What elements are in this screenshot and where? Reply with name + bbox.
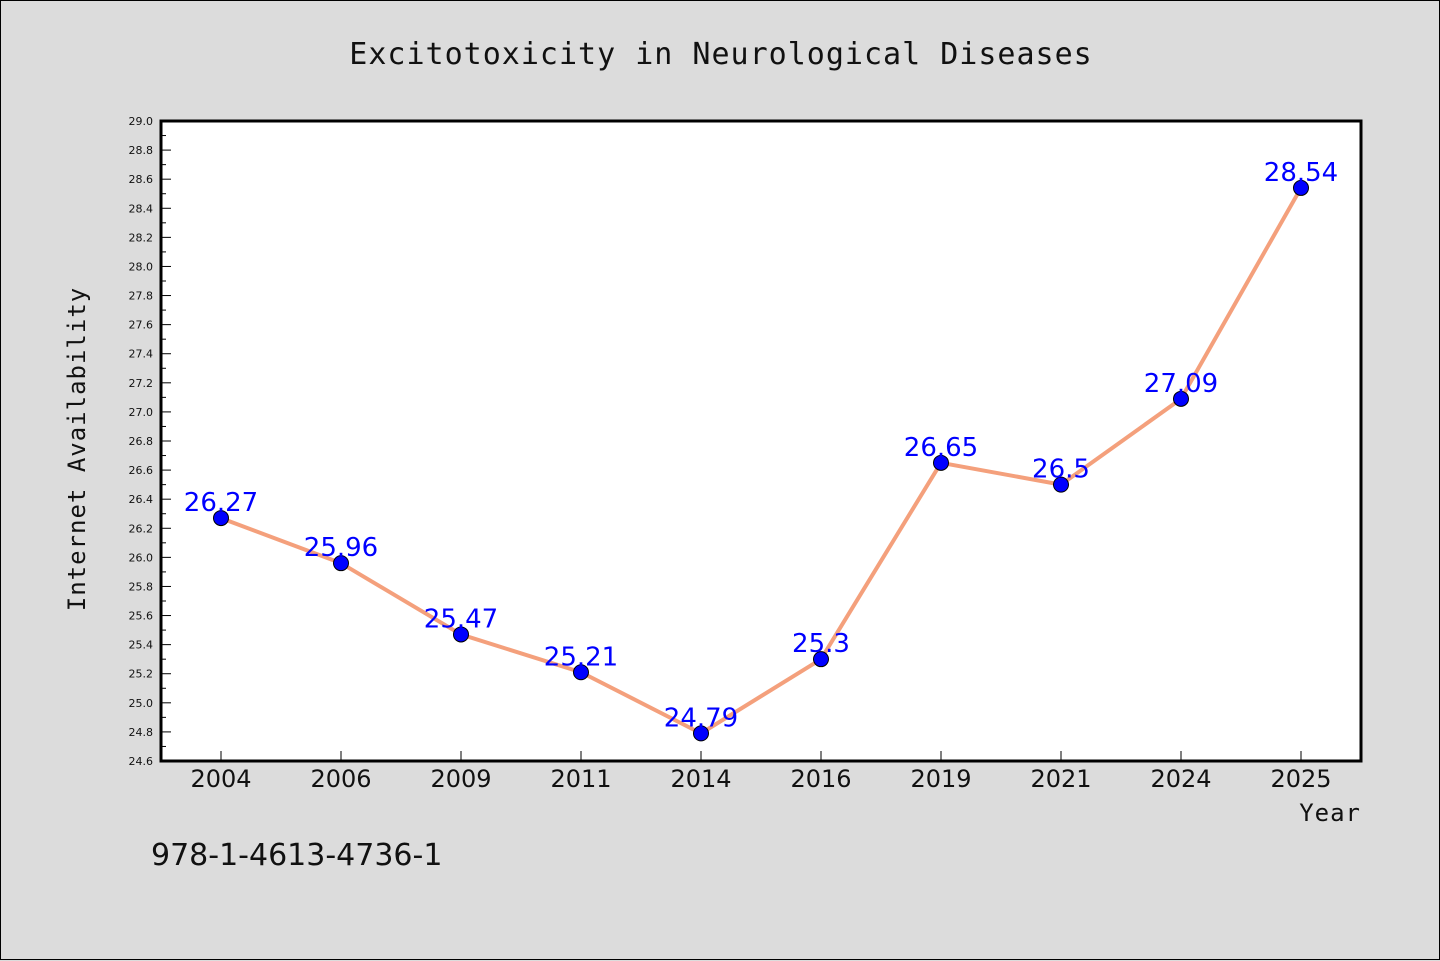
- y-tick-label: 27.4: [129, 348, 154, 361]
- data-label: 25.96: [304, 533, 378, 563]
- x-tick-label: 2024: [1150, 765, 1211, 793]
- series-line: [220, 186, 1303, 736]
- y-tick-label: 24.8: [129, 726, 154, 739]
- data-label: 24.79: [664, 703, 738, 733]
- y-tick-label: 25.6: [129, 610, 154, 623]
- series-layer: 26.27 25.96 25.47 25.21 24.79 25.3 26.65 26.5 27…: [184, 158, 1338, 742]
- y-tick-label: 27.0: [129, 406, 154, 419]
- y-tick-label: 25.0: [129, 697, 154, 710]
- y-tick-label: 28.6: [129, 173, 154, 186]
- y-tick-label: 28.0: [129, 260, 154, 273]
- y-axis: 24.6 24.8 25.0 25.2 25.4 25.6 25.8 26.0 26.2 26.4…: [129, 115, 171, 768]
- y-tick-label: 26.2: [129, 522, 154, 535]
- y-tick-label: 27.2: [129, 377, 154, 390]
- y-tick-label: 26.6: [129, 464, 154, 477]
- y-tick-label: 26.8: [129, 435, 154, 448]
- y-tick-label: 28.2: [129, 231, 154, 244]
- x-tick-label: 2021: [1030, 765, 1091, 793]
- isbn-annotation: 978-1-4613-4736-1: [151, 838, 442, 873]
- y-tick-label: 24.6: [129, 755, 154, 768]
- y-tick-label: 25.4: [129, 639, 154, 652]
- data-label: 25.3: [792, 629, 850, 659]
- x-tick-label: 2009: [430, 765, 491, 793]
- data-point: [933, 454, 949, 471]
- y-tick-label: 25.8: [129, 580, 154, 593]
- data-label: 25.47: [424, 604, 498, 634]
- data-label: 28.54: [1264, 158, 1338, 188]
- data-label: 26.27: [184, 488, 258, 518]
- y-tick-label: 27.8: [129, 290, 154, 303]
- data-point: [1293, 179, 1309, 196]
- y-tick-label: 28.8: [129, 144, 154, 157]
- x-tick-label: 2011: [550, 765, 611, 793]
- data-point: [693, 725, 709, 742]
- plot-area: [159, 119, 1363, 763]
- data-point: [1053, 476, 1069, 493]
- x-tick-label: 2019: [910, 765, 971, 793]
- chart-title: Excitotoxicity in Neurological Diseases: [349, 37, 1092, 72]
- data-point: [333, 555, 349, 572]
- data-label: 26.5: [1032, 455, 1090, 485]
- data-label: 27.09: [1144, 369, 1218, 399]
- y-tick-label: 28.4: [129, 202, 154, 215]
- x-tick-label: 2014: [670, 765, 731, 793]
- y-tick-label: 27.6: [129, 319, 154, 332]
- data-point: [813, 651, 829, 668]
- y-tick-label: 26.0: [129, 551, 154, 564]
- x-tick-label: 2004: [190, 765, 251, 793]
- x-axis: 2004 2006 2009 2011 2014 2016 2019 2021 2024 2025: [190, 751, 1332, 793]
- data-point: [213, 510, 229, 527]
- data-point: [573, 664, 589, 681]
- x-tick-label: 2025: [1270, 765, 1331, 793]
- y-tick-label: 26.4: [129, 493, 154, 506]
- data-label: 26.65: [904, 433, 978, 463]
- y-tick-label: 25.2: [129, 668, 154, 681]
- data-label: 25.21: [544, 642, 618, 672]
- x-axis-label: Year: [1299, 799, 1361, 827]
- x-tick-label: 2016: [790, 765, 851, 793]
- data-point: [453, 626, 469, 643]
- y-axis-label: Internet Availability: [63, 287, 91, 611]
- x-tick-label: 2006: [310, 765, 371, 793]
- data-point: [1173, 390, 1189, 407]
- y-tick-label: 29.0: [129, 115, 154, 128]
